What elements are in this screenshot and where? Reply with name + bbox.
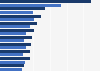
Bar — [0, 39, 24, 42]
Bar — [0, 36, 32, 39]
Bar — [0, 11, 33, 14]
Bar — [0, 22, 37, 25]
Bar — [0, 64, 24, 67]
Bar — [0, 60, 25, 64]
Bar — [0, 46, 26, 49]
Bar — [0, 50, 30, 53]
Bar — [0, 32, 26, 35]
Bar — [0, 43, 31, 46]
Bar — [0, 4, 61, 7]
Bar — [0, 25, 30, 28]
Bar — [0, 68, 22, 71]
Bar — [0, 7, 45, 10]
Bar — [0, 29, 34, 32]
Bar — [0, 57, 30, 60]
Bar — [0, 15, 41, 18]
Bar — [0, 53, 24, 56]
Bar — [0, 0, 91, 3]
Bar — [0, 18, 34, 21]
